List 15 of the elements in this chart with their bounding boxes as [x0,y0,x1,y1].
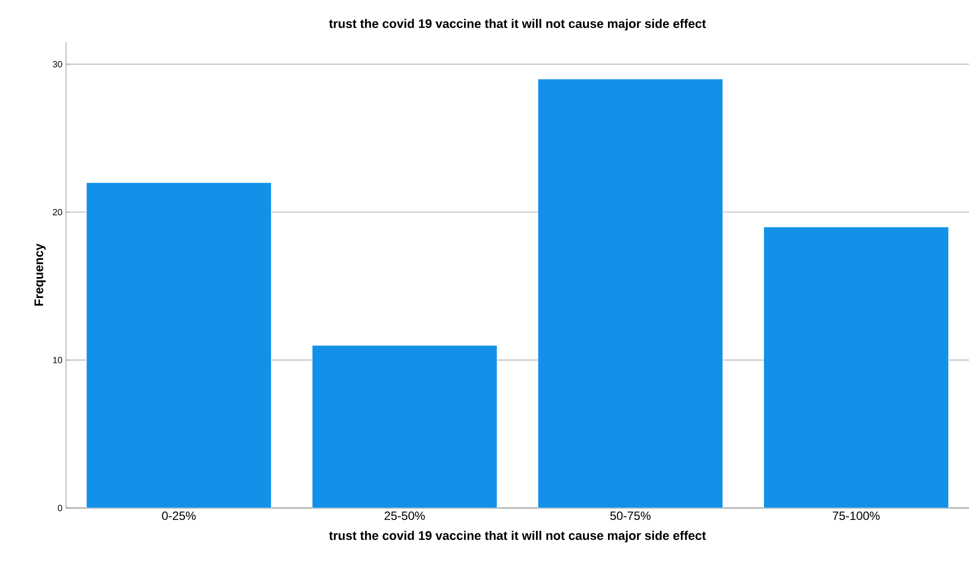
y-tick-label: 30 [52,61,62,68]
x-tick-label: 75-100% [832,512,880,520]
bar [86,182,272,508]
x-tick-label: 50-75% [610,512,651,520]
bar [538,78,724,508]
chart-title: trust the covid 19 vaccine that it will not cause major side effect [329,18,706,30]
y-tick-label: 10 [53,356,62,364]
x-axis-title: trust the covid 19 vaccine that it will not cause major side effect [329,530,706,542]
x-tick-label: 0-25% [162,512,196,520]
x-tick-label: 25-50% [384,512,425,520]
bar [763,226,949,508]
y-axis-title: Frequency [34,244,46,306]
y-tick-label: 0 [58,504,62,512]
y-tick-label: 20 [52,208,62,216]
bar [312,344,498,508]
